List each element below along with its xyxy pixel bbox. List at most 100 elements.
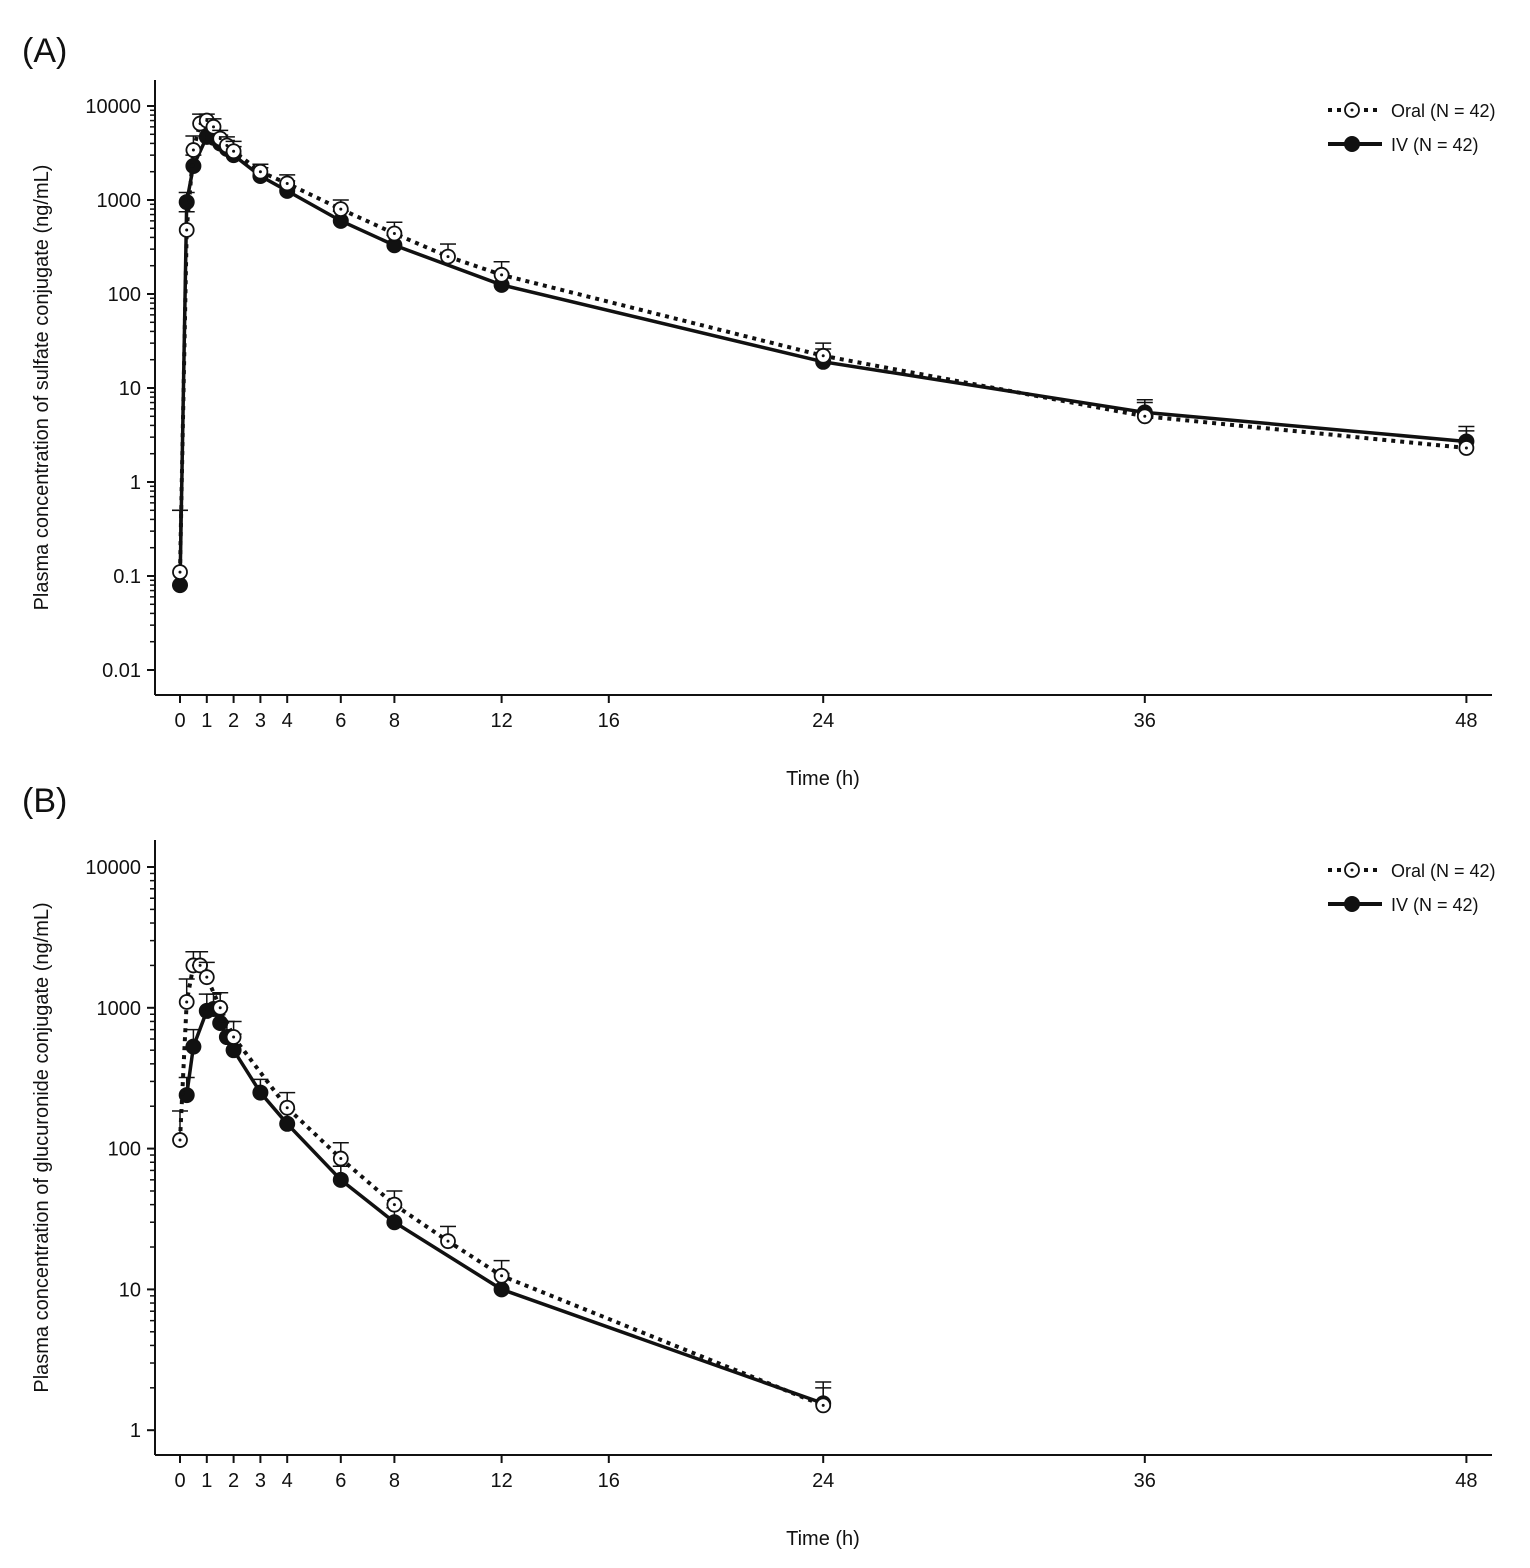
data-point-iv xyxy=(252,1084,269,1101)
data-point-oral-center xyxy=(500,1274,504,1278)
x-axis-title: Time (h) xyxy=(786,768,860,790)
y-tick-label: 100 xyxy=(108,1139,141,1161)
x-tick-label: 6 xyxy=(335,710,346,732)
x-tick-label: 36 xyxy=(1134,1470,1156,1492)
legend-marker-oral-center xyxy=(1350,108,1354,112)
x-tick-label: 12 xyxy=(490,710,512,732)
data-point-oral-center xyxy=(821,354,825,358)
x-tick-label: 12 xyxy=(490,1470,512,1492)
data-point-iv xyxy=(178,1087,195,1104)
data-point-oral-center xyxy=(185,228,189,232)
legend-label-iv: IV (N = 42) xyxy=(1391,895,1479,915)
data-point-oral-center xyxy=(446,1239,450,1243)
data-point-oral-center xyxy=(258,170,262,174)
data-point-iv xyxy=(493,1281,510,1298)
series-oral xyxy=(172,951,832,1414)
legend-marker-iv xyxy=(1344,136,1360,152)
legend: Oral (N = 42) IV (N = 42) xyxy=(1328,101,1496,155)
data-point-oral-center xyxy=(339,207,343,211)
y-axis-title: Plasma concentration of glucuronide conj… xyxy=(31,902,53,1392)
x-tick-label: 2 xyxy=(228,1470,239,1492)
x-tick-label: 0 xyxy=(174,710,185,732)
data-point-oral-center xyxy=(178,570,182,574)
x-tick-label: 24 xyxy=(812,1470,834,1492)
legend-marker-oral-center xyxy=(1350,868,1354,872)
x-tick-label: 24 xyxy=(812,710,834,732)
x-tick-label: 16 xyxy=(598,710,620,732)
legend-label-iv: IV (N = 42) xyxy=(1391,135,1479,155)
x-axis-title: Time (h) xyxy=(786,1528,860,1550)
data-point-oral-center xyxy=(285,181,289,185)
data-point-oral-center xyxy=(1143,414,1147,418)
y-tick-label: 10000 xyxy=(85,96,141,118)
x-tick-label: 8 xyxy=(389,710,400,732)
data-point-iv xyxy=(225,1042,242,1059)
data-point-iv xyxy=(332,212,349,229)
data-point-oral-center xyxy=(205,119,209,123)
y-tick-label: 10 xyxy=(119,378,141,400)
y-tick-label: 1 xyxy=(130,472,141,494)
series-line xyxy=(178,118,1467,573)
data-point-oral-center xyxy=(285,1106,289,1110)
x-tick-label: 36 xyxy=(1134,710,1156,732)
legend: Oral (N = 42) IV (N = 42) xyxy=(1328,861,1496,915)
data-point-iv xyxy=(279,1115,296,1132)
data-point-oral-center xyxy=(198,963,202,967)
y-tick-label: 0.01 xyxy=(102,660,141,682)
y-tick-label: 10000 xyxy=(85,857,141,879)
data-point-oral-center xyxy=(392,1203,396,1207)
data-point-oral-center xyxy=(178,1138,182,1142)
x-tick-label: 1 xyxy=(201,1470,212,1492)
data-point-oral-center xyxy=(232,149,236,153)
data-point-oral-center xyxy=(185,1000,189,1004)
data-point-oral-center xyxy=(212,125,215,129)
data-point-oral-center xyxy=(232,1035,236,1039)
y-tick-label: 1 xyxy=(130,1420,141,1442)
data-point-oral-center xyxy=(392,232,396,236)
y-tick-label: 10 xyxy=(119,1279,141,1301)
y-tick-label: 100 xyxy=(108,284,141,306)
x-tick-label: 3 xyxy=(255,710,266,732)
series-line xyxy=(178,963,824,1408)
series-iv xyxy=(178,993,832,1412)
legend-label-oral: Oral (N = 42) xyxy=(1391,101,1496,121)
data-point-iv xyxy=(172,577,188,594)
y-axis-title: Plasma concentration of sulfate conjugat… xyxy=(31,165,53,611)
data-point-oral-center xyxy=(218,137,222,141)
data-point-oral-center xyxy=(821,1403,825,1407)
x-tick-label: 0 xyxy=(174,1470,185,1492)
data-point-iv xyxy=(212,1014,229,1031)
x-tick-label: 4 xyxy=(282,710,293,732)
series-oral xyxy=(172,112,1475,581)
y-tick-label: 1000 xyxy=(97,190,142,212)
legend-label-oral: Oral (N = 42) xyxy=(1391,861,1496,881)
x-tick-label: 2 xyxy=(228,710,239,732)
x-tick-label: 6 xyxy=(335,1470,346,1492)
series-line xyxy=(184,1006,824,1406)
data-point-oral-center xyxy=(339,1157,343,1161)
data-point-oral-center xyxy=(1464,446,1468,450)
y-tick-label: 1000 xyxy=(97,998,142,1020)
data-point-oral-center xyxy=(218,1006,222,1010)
legend-marker-iv xyxy=(1344,896,1360,912)
data-point-oral-center xyxy=(191,148,195,152)
data-point-iv xyxy=(386,1214,403,1231)
x-tick-label: 1 xyxy=(201,710,212,732)
x-tick-label: 48 xyxy=(1455,710,1477,732)
x-tick-label: 4 xyxy=(282,1470,293,1492)
data-point-iv xyxy=(185,1038,202,1055)
data-point-iv xyxy=(178,194,195,211)
y-tick-label: 0.1 xyxy=(113,566,141,588)
data-point-iv xyxy=(332,1171,349,1188)
panel-label: (B) xyxy=(22,782,67,820)
data-point-oral-center xyxy=(500,273,504,277)
x-tick-label: 3 xyxy=(255,1470,266,1492)
data-point-oral-center xyxy=(446,255,450,259)
panel-label: (A) xyxy=(22,32,67,70)
data-point-oral-center xyxy=(205,975,209,979)
data-point-iv xyxy=(386,237,403,254)
x-tick-label: 8 xyxy=(389,1470,400,1492)
